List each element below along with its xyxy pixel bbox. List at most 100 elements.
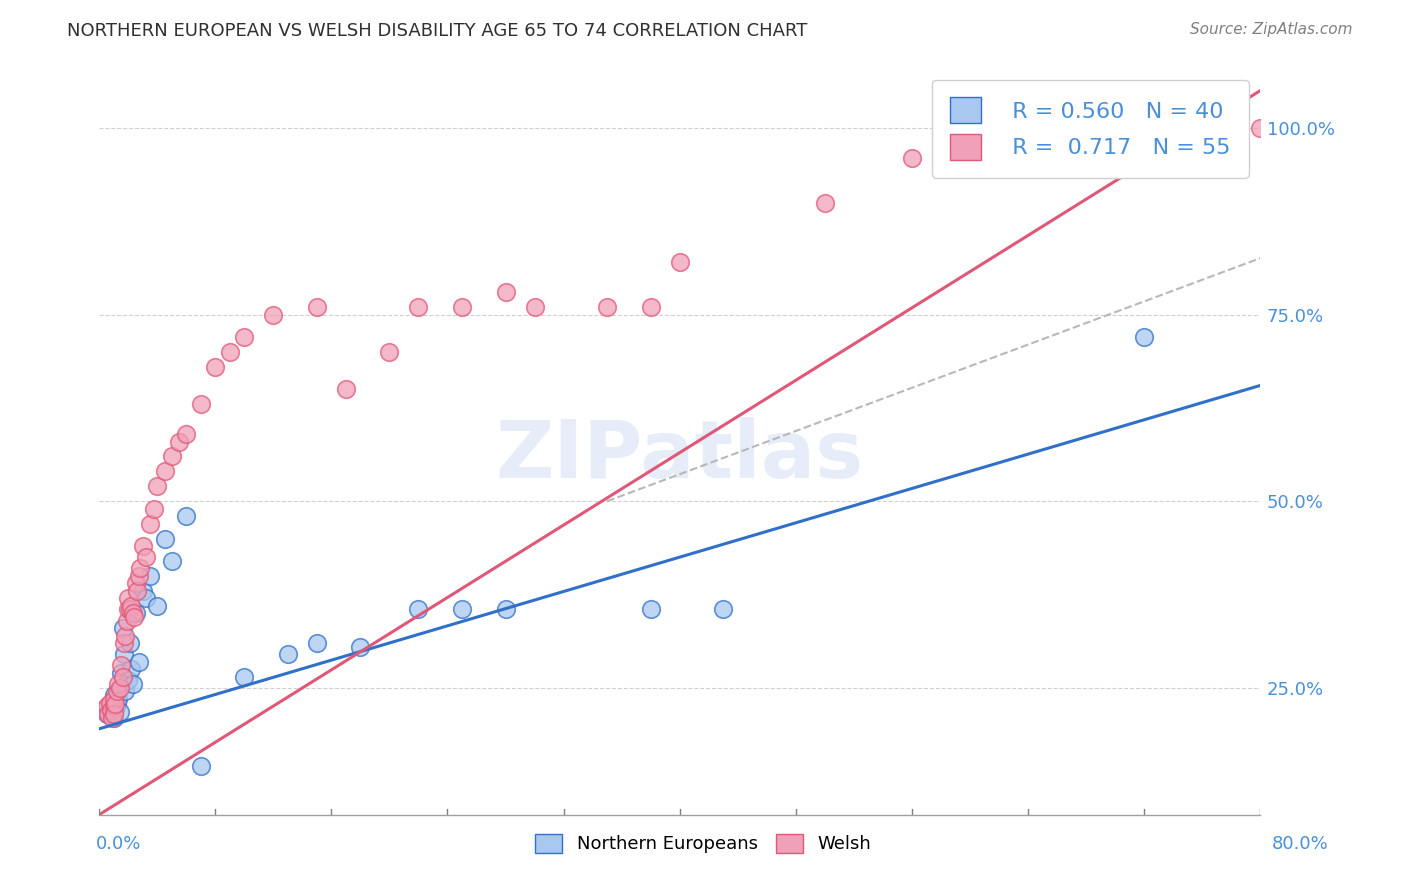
Legend:   R = 0.560   N = 40,   R =  0.717   N = 55: R = 0.560 N = 40, R = 0.717 N = 55: [932, 79, 1249, 178]
Point: [495, 602, 517, 616]
Point: [101, 706, 124, 721]
Point: [408, 602, 430, 616]
Point: [167, 434, 190, 449]
Point: [190, 397, 212, 411]
Point: [108, 705, 131, 719]
Point: [117, 591, 139, 606]
Point: [122, 610, 145, 624]
Point: [135, 550, 157, 565]
Legend: Northern Europeans, Welsh: Northern Europeans, Welsh: [527, 827, 879, 861]
Point: [814, 195, 837, 210]
Point: [98, 696, 121, 710]
Text: 80.0%: 80.0%: [1272, 835, 1329, 853]
Point: [135, 591, 157, 606]
Point: [108, 681, 131, 695]
Point: [190, 759, 212, 773]
Text: NORTHERN EUROPEAN VS WELSH DISABILITY AGE 65 TO 74 CORRELATION CHART: NORTHERN EUROPEAN VS WELSH DISABILITY AG…: [67, 22, 808, 40]
Point: [305, 636, 328, 650]
Point: [97, 706, 120, 721]
Point: [125, 583, 148, 598]
Point: [118, 636, 141, 650]
Point: [107, 677, 129, 691]
Point: [160, 450, 183, 464]
Point: [451, 300, 474, 314]
Point: [139, 516, 162, 531]
Point: [153, 464, 176, 478]
Point: [176, 509, 198, 524]
Text: Source: ZipAtlas.com: Source: ZipAtlas.com: [1189, 22, 1353, 37]
Point: [378, 345, 401, 359]
Point: [103, 692, 125, 706]
Point: [115, 614, 138, 628]
Point: [143, 501, 166, 516]
Point: [132, 583, 155, 598]
Point: [111, 669, 134, 683]
Point: [129, 561, 152, 575]
Point: [146, 599, 169, 613]
Point: [305, 300, 328, 314]
Point: [103, 710, 125, 724]
Point: [118, 602, 141, 616]
Point: [112, 647, 135, 661]
Point: [233, 330, 256, 344]
Point: [711, 602, 734, 616]
Point: [120, 599, 142, 613]
Point: [100, 699, 122, 714]
Point: [160, 554, 183, 568]
Point: [277, 647, 299, 661]
Point: [146, 479, 169, 493]
Point: [176, 427, 198, 442]
Point: [112, 636, 135, 650]
Point: [128, 655, 150, 669]
Point: [103, 688, 125, 702]
Point: [101, 710, 124, 724]
Point: [523, 300, 546, 314]
Point: [1132, 330, 1154, 344]
Point: [233, 669, 256, 683]
Point: [114, 684, 136, 698]
Point: [103, 696, 125, 710]
Point: [153, 532, 176, 546]
Point: [117, 602, 139, 616]
Point: [100, 703, 122, 717]
Point: [110, 658, 132, 673]
Point: [117, 673, 139, 688]
Point: [105, 684, 128, 698]
Point: [110, 665, 132, 680]
Point: [124, 606, 146, 620]
Point: [668, 255, 690, 269]
Point: [262, 308, 284, 322]
Point: [121, 677, 143, 691]
Point: [103, 706, 125, 721]
Point: [128, 569, 150, 583]
Point: [596, 300, 619, 314]
Point: [408, 300, 430, 314]
Point: [104, 697, 127, 711]
Point: [120, 662, 142, 676]
Point: [107, 692, 129, 706]
Point: [640, 300, 662, 314]
Point: [111, 621, 134, 635]
Point: [121, 606, 143, 620]
Point: [124, 576, 146, 591]
Point: [103, 703, 125, 717]
Point: [640, 602, 662, 616]
Point: [132, 539, 155, 553]
Point: [204, 359, 226, 374]
Point: [93, 703, 115, 717]
Point: [1249, 121, 1271, 136]
Point: [451, 602, 474, 616]
Point: [335, 382, 357, 396]
Point: [96, 706, 118, 721]
Point: [139, 569, 162, 583]
Point: [900, 151, 922, 165]
Text: 0.0%: 0.0%: [96, 835, 141, 853]
Point: [349, 640, 371, 654]
Point: [105, 697, 128, 711]
Point: [98, 703, 121, 717]
Point: [495, 285, 517, 300]
Point: [96, 699, 118, 714]
Point: [103, 699, 125, 714]
Point: [219, 345, 242, 359]
Text: ZIPatlas: ZIPatlas: [495, 417, 863, 495]
